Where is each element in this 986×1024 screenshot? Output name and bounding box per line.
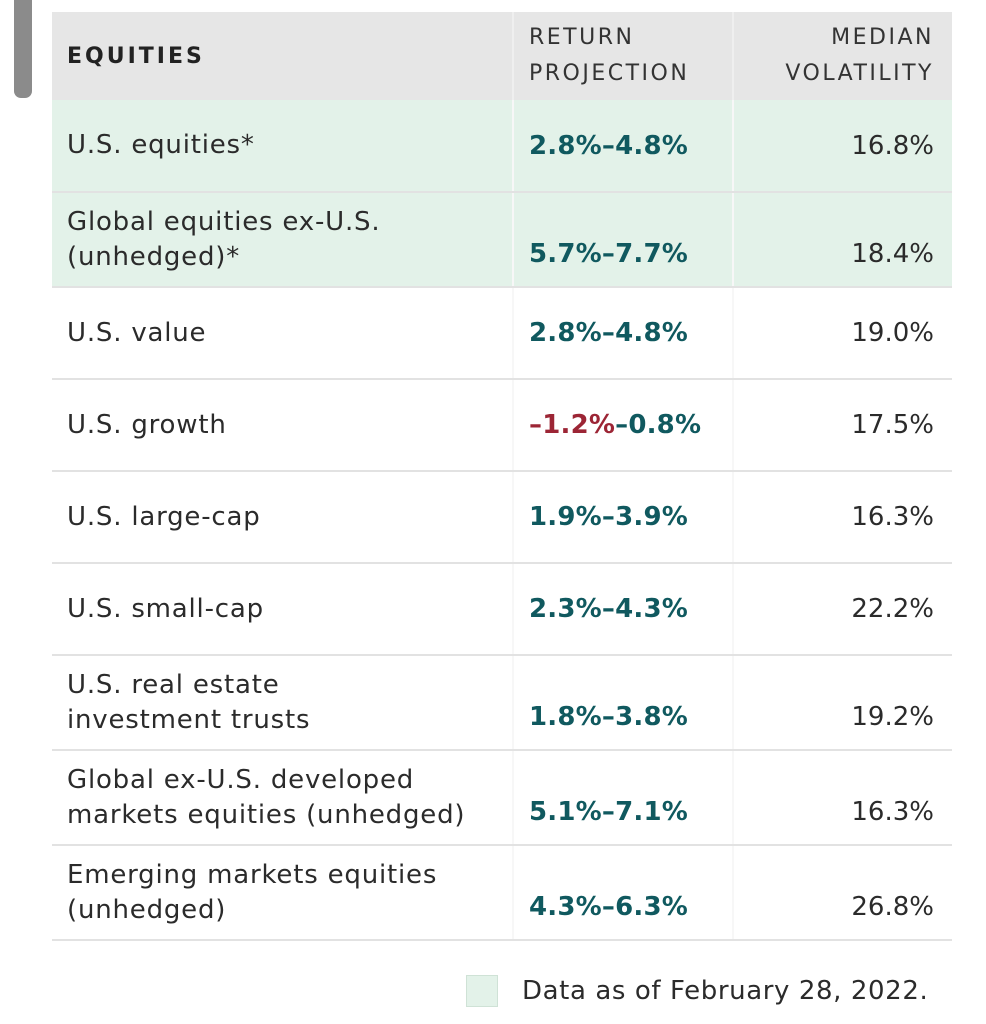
return-projection: –1.2%–0.8% xyxy=(529,410,702,440)
median-volatility: 17.5% xyxy=(851,410,934,440)
median-volatility: 18.4% xyxy=(851,238,934,269)
median-volatility: 26.8% xyxy=(851,891,934,922)
data-date-note: Data as of February 28, 2022. xyxy=(522,976,929,1006)
table-row: Emerging markets equities (unhedged) 4.3… xyxy=(52,846,952,941)
row-label: U.S. growth xyxy=(67,409,227,440)
row-label: U.S. small-cap xyxy=(67,593,264,624)
median-volatility: 16.8% xyxy=(851,130,934,161)
return-projection: 2.8%–4.8% xyxy=(529,130,689,161)
median-volatility: 22.2% xyxy=(851,594,934,624)
return-projection: 1.8%–3.8% xyxy=(529,701,689,732)
table-row: U.S. equities* 2.8%–4.8% 16.8% xyxy=(52,100,952,193)
return-projection: 5.1%–7.1% xyxy=(529,796,689,827)
return-projection: 2.8%–4.8% xyxy=(529,318,689,348)
table-row: U.S. small-cap 2.3%–4.3% 22.2% xyxy=(52,564,952,656)
return-projection: 4.3%–6.3% xyxy=(529,891,689,922)
header-return-projection: RETURN PROJECTION xyxy=(512,12,732,100)
table-row: Global ex-U.S. developed markets equitie… xyxy=(52,751,952,846)
equities-table: EQUITIES RETURN PROJECTION MEDIAN VOLATI… xyxy=(52,12,952,941)
table-row: Global equities ex-U.S. (unhedged)* 5.7%… xyxy=(52,193,952,288)
row-label: Global ex-U.S. developed markets equitie… xyxy=(67,764,466,830)
return-projection: 5.7%–7.7% xyxy=(529,238,689,269)
table-row: U.S. real estate investment trusts 1.8%–… xyxy=(52,656,952,751)
row-label: U.S. real estate investment trusts xyxy=(67,669,311,735)
return-projection: 2.3%–4.3% xyxy=(529,594,689,624)
median-volatility: 16.3% xyxy=(851,796,934,827)
row-label: Global equities ex-U.S. (unhedged)* xyxy=(67,206,381,272)
median-volatility: 19.0% xyxy=(851,318,934,348)
legend-footer: Data as of February 28, 2022. xyxy=(466,975,928,1007)
table-row: U.S. growth –1.2%–0.8% 17.5% xyxy=(52,380,952,472)
row-label: U.S. large-cap xyxy=(67,501,261,532)
table-header: EQUITIES RETURN PROJECTION MEDIAN VOLATI… xyxy=(52,12,952,100)
row-label: U.S. value xyxy=(67,317,207,348)
scrollbar-thumb[interactable] xyxy=(14,0,32,98)
header-median-volatility: MEDIAN VOLATILITY xyxy=(732,12,952,100)
median-volatility: 19.2% xyxy=(851,701,934,732)
header-equities: EQUITIES xyxy=(67,43,205,69)
median-volatility: 16.3% xyxy=(851,502,934,532)
table-row: U.S. large-cap 1.9%–3.9% 16.3% xyxy=(52,472,952,564)
table-row: U.S. value 2.8%–4.8% 19.0% xyxy=(52,288,952,380)
highlight-legend-swatch xyxy=(466,975,498,1007)
row-label: Emerging markets equities (unhedged) xyxy=(67,859,438,925)
row-label: U.S. equities* xyxy=(67,130,255,160)
return-projection: 1.9%–3.9% xyxy=(529,502,689,532)
